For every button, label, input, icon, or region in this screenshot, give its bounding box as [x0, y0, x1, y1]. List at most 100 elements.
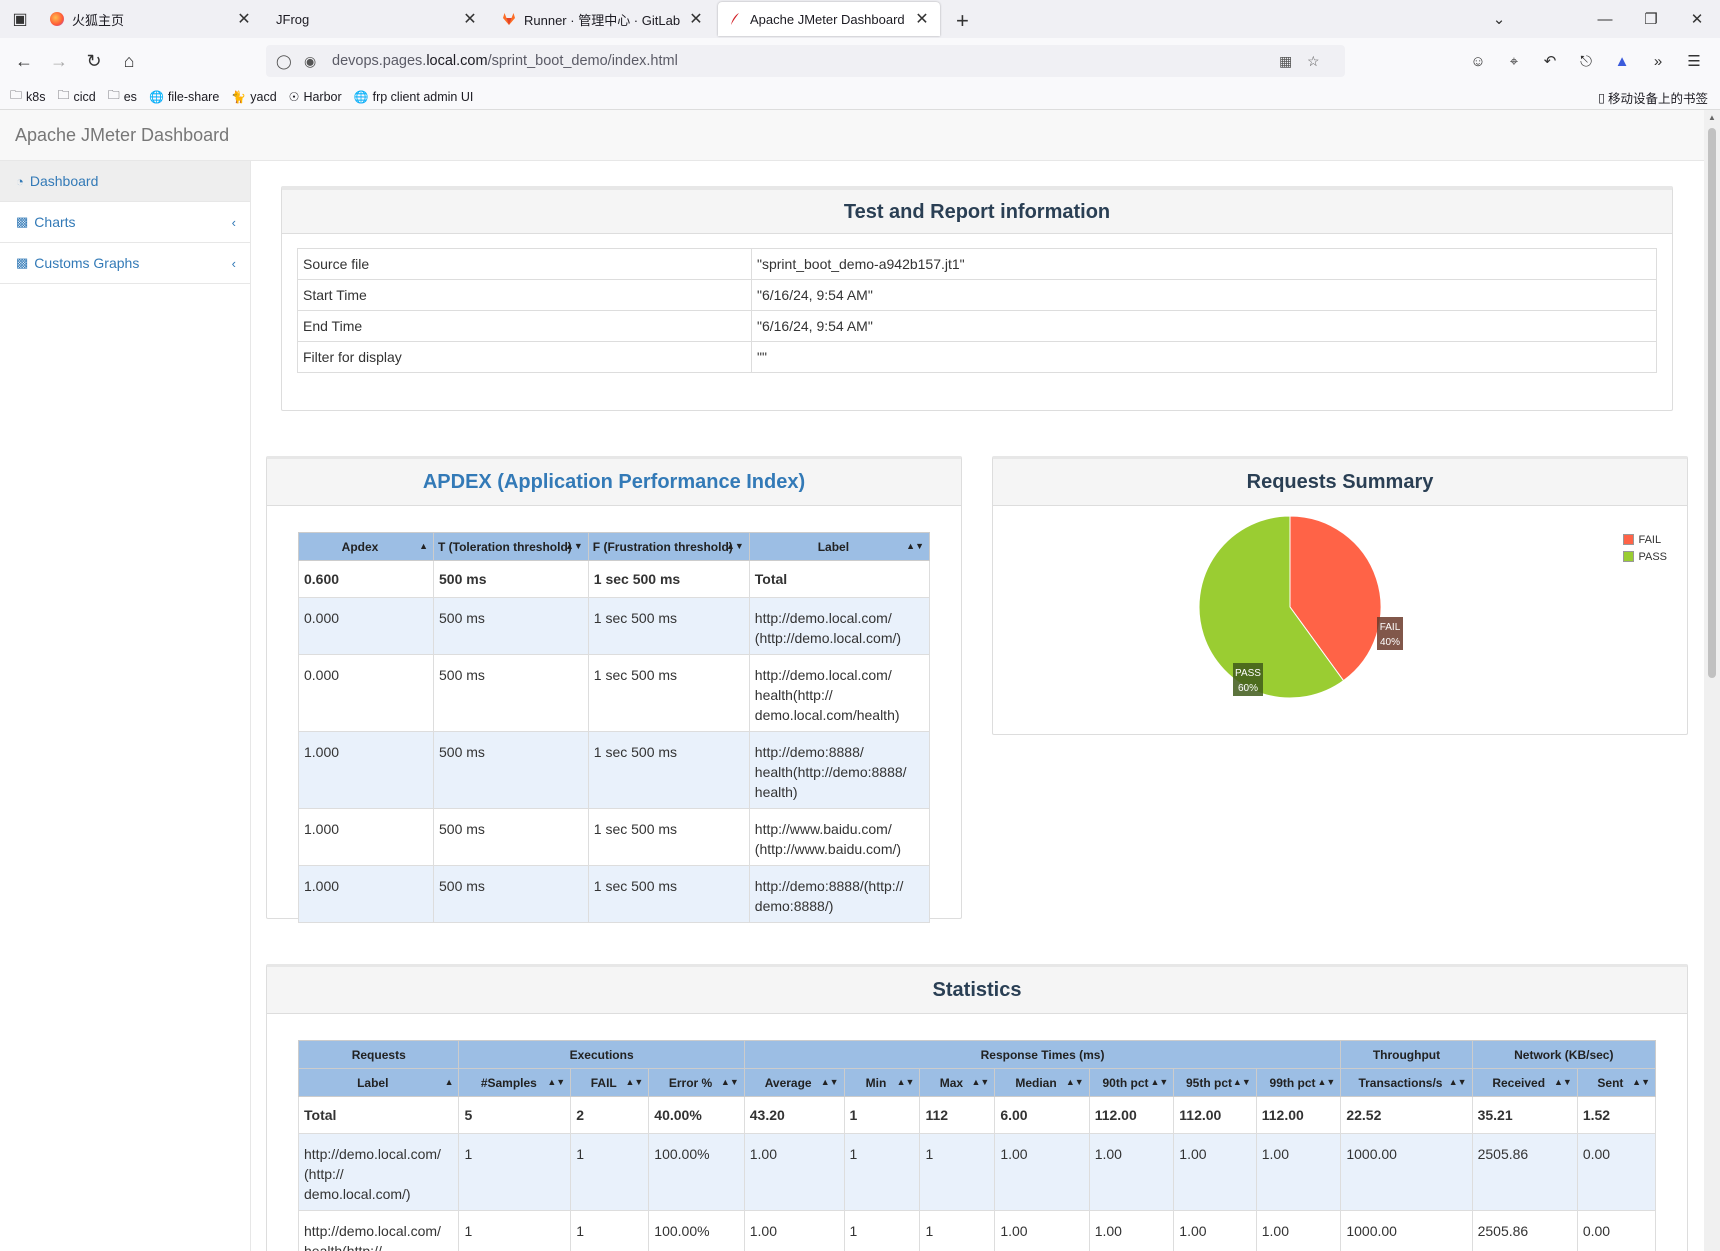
url-text[interactable]: devops.pages.local.com/sprint_boot_demo/…	[332, 53, 678, 69]
sortable-header[interactable]: 95th pct ▲▼	[1173, 1068, 1257, 1097]
sidebar-item-custom-graphs[interactable]: ▩ Customs Graphs ‹	[0, 243, 250, 284]
sortable-header[interactable]: 90th pct ▲▼	[1088, 1068, 1175, 1097]
page-content: Apache JMeter Dashboard ◔ Dashboard ▩ Ch…	[0, 110, 1704, 1251]
sortable-header[interactable]: #Samples ▲▼	[458, 1068, 572, 1097]
bookmark-label: frp client admin UI	[372, 89, 474, 104]
close-tab-icon[interactable]: ✕	[237, 11, 251, 28]
sidebar-item-dashboard[interactable]: ◔ Dashboard	[0, 161, 250, 202]
sortable-header[interactable]: Label ▲▼	[748, 532, 931, 561]
hamburger-menu-icon[interactable]: ☰	[1687, 53, 1701, 70]
qr-code-icon[interactable]: ▦	[1279, 52, 1293, 69]
bookmark-label: es	[123, 89, 137, 104]
bookmark-label: file-share	[167, 89, 220, 104]
app-brand[interactable]: Apache JMeter Dashboard	[15, 124, 230, 145]
close-tab-icon[interactable]: ✕	[915, 11, 929, 28]
tab-jmeter[interactable]: Apache JMeter Dashboard ✕	[718, 2, 940, 36]
tab-list-icon[interactable]: ▣	[12, 11, 28, 28]
apdex-cell: 1.000	[298, 808, 434, 866]
stats-cell: 5	[458, 1096, 572, 1134]
sortable-header[interactable]: Max ▲▼	[919, 1068, 996, 1097]
sortable-header[interactable]: FAIL ▲▼	[570, 1068, 650, 1097]
header-label: Max	[939, 1075, 964, 1090]
triangle-extension-icon[interactable]: ▲	[1614, 52, 1630, 70]
tab-jfrog[interactable]: JFrog ✕	[266, 2, 488, 36]
scrollbar-thumb[interactable]	[1708, 128, 1716, 678]
header-label: #Samples	[480, 1075, 537, 1090]
apdex-cell: 0.000	[298, 597, 434, 655]
header-label: 95th pct	[1186, 1075, 1233, 1090]
sortable-header[interactable]: T (Toleration threshold) ▲▼	[433, 532, 589, 561]
sidebar: ◔ Dashboard ▩ Charts ‹ ▩ Customs Graphs …	[0, 161, 251, 1251]
sortable-header[interactable]: Transactions/s ▲▼	[1340, 1068, 1473, 1097]
stats-cell: 6.00	[994, 1096, 1090, 1134]
home-icon[interactable]: ⌂	[123, 50, 135, 71]
close-tab-icon[interactable]: ✕	[689, 11, 703, 28]
bookmark-star-icon[interactable]: ☆	[1307, 52, 1320, 69]
stats-cell: 1.52	[1576, 1096, 1657, 1134]
tab-firefox-home[interactable]: 火狐主页 ✕	[40, 2, 262, 36]
sortable-header[interactable]: Apdex ▲	[298, 532, 434, 561]
table-row: Start Time "6/16/24, 9:54 AM"	[297, 279, 1657, 311]
close-tab-icon[interactable]: ✕	[463, 11, 477, 28]
pie-label-pct: 60%	[1238, 683, 1258, 694]
pie-slice-fail[interactable]	[1289, 515, 1382, 682]
bookmark-harbor[interactable]: ☉ Harbor	[289, 90, 342, 104]
minimize-icon[interactable]: —	[1597, 10, 1613, 28]
legend-item-fail[interactable]: FAIL	[1623, 531, 1667, 548]
new-tab-icon[interactable]: +	[956, 8, 969, 33]
address-bar[interactable]: ◯ ◉ devops.pages.local.com/sprint_boot_d…	[266, 45, 1345, 77]
back-icon[interactable]: ←	[15, 50, 33, 71]
sortable-header[interactable]: Error % ▲▼	[648, 1068, 745, 1097]
pie-slice-pass[interactable]	[1198, 515, 1345, 699]
globe-icon: 🌐	[353, 89, 369, 104]
sortable-header[interactable]: Average ▲▼	[743, 1068, 845, 1097]
bookmark-frp[interactable]: 🌐 frp client admin UI	[354, 90, 474, 104]
bookmark-cicd[interactable]: 🗀 cicd	[57, 86, 95, 107]
sidebar-item-charts[interactable]: ▩ Charts ‹	[0, 202, 250, 243]
sortable-header[interactable]: Label ▲	[297, 1068, 460, 1097]
info-key: End Time	[297, 310, 752, 342]
bookmark-es[interactable]: 🗀 es	[108, 86, 137, 107]
stats-cell: 1.00	[1173, 1210, 1257, 1251]
screenshot-icon[interactable]: ⌖	[1509, 52, 1519, 70]
scroll-up-icon[interactable]: ▲	[1708, 113, 1716, 122]
shield-icon[interactable]: ◯	[276, 52, 292, 69]
extensions-icon[interactable]: ⎋	[1580, 52, 1592, 70]
sortable-header[interactable]: Received ▲▼	[1471, 1068, 1578, 1097]
sortable-header[interactable]: Min ▲▼	[843, 1068, 921, 1097]
apdex-cell: 1.000	[298, 731, 434, 809]
bookmark-label: k8s	[26, 89, 46, 104]
sortable-header[interactable]: Median ▲▼	[994, 1068, 1090, 1097]
account-icon[interactable]: ☺	[1470, 52, 1486, 70]
page-scrollbar[interactable]: ▲	[1704, 110, 1720, 1251]
mobile-bookmarks[interactable]: ▯ 移动设备上的书签	[1598, 88, 1708, 107]
stats-cell: 112.00	[1173, 1096, 1257, 1134]
undo-icon[interactable]: ↶	[1543, 53, 1557, 70]
overflow-menu-icon[interactable]: »	[1653, 52, 1663, 70]
window-controls: ⌄ — ❐ ✕	[1476, 0, 1720, 38]
sortable-header[interactable]: Sent ▲▼	[1576, 1068, 1657, 1097]
stats-cell: 112	[919, 1096, 996, 1134]
sortable-header[interactable]: 99th pct ▲▼	[1255, 1068, 1342, 1097]
tab-gitlab[interactable]: Runner · 管理中心 · GitLab ✕	[492, 2, 714, 36]
forward-icon[interactable]: →	[50, 50, 68, 71]
apdex-cell: 0.600	[298, 560, 434, 598]
apdex-table: Apdex ▲ T (Toleration threshold) ▲▼ F (Fru…	[298, 532, 931, 923]
bookmark-k8s[interactable]: 🗀 k8s	[10, 86, 45, 107]
info-key: Source file	[297, 248, 752, 280]
bookmark-yacd[interactable]: 🐈 yacd	[231, 90, 276, 104]
bookmark-file-share[interactable]: 🌐 file-share	[149, 90, 219, 104]
apdex-label-cell: http://www.baidu.com/ (http://www.baidu.…	[748, 808, 931, 866]
info-value: "6/16/24, 9:54 AM"	[751, 310, 1657, 342]
close-window-icon[interactable]: ✕	[1690, 11, 1704, 28]
report-info-body: Source file "sprint_boot_demo-a942b157.jt…	[282, 234, 1672, 373]
pie-label-text: FAIL	[1380, 622, 1401, 633]
insecure-lock-icon[interactable]: ◉	[304, 52, 317, 69]
tab-overflow-chevron-icon[interactable]: ⌄	[1492, 11, 1506, 28]
legend-item-pass[interactable]: PASS	[1623, 548, 1667, 565]
sortable-header[interactable]: F (Frustration threshold) ▲▼	[587, 532, 750, 561]
header-label: Transactions/s	[1358, 1075, 1443, 1090]
reload-icon[interactable]: ↻	[86, 50, 102, 71]
restore-icon[interactable]: ❐	[1644, 11, 1658, 28]
report-info-panel: Test and Report information Source file "…	[281, 186, 1673, 411]
